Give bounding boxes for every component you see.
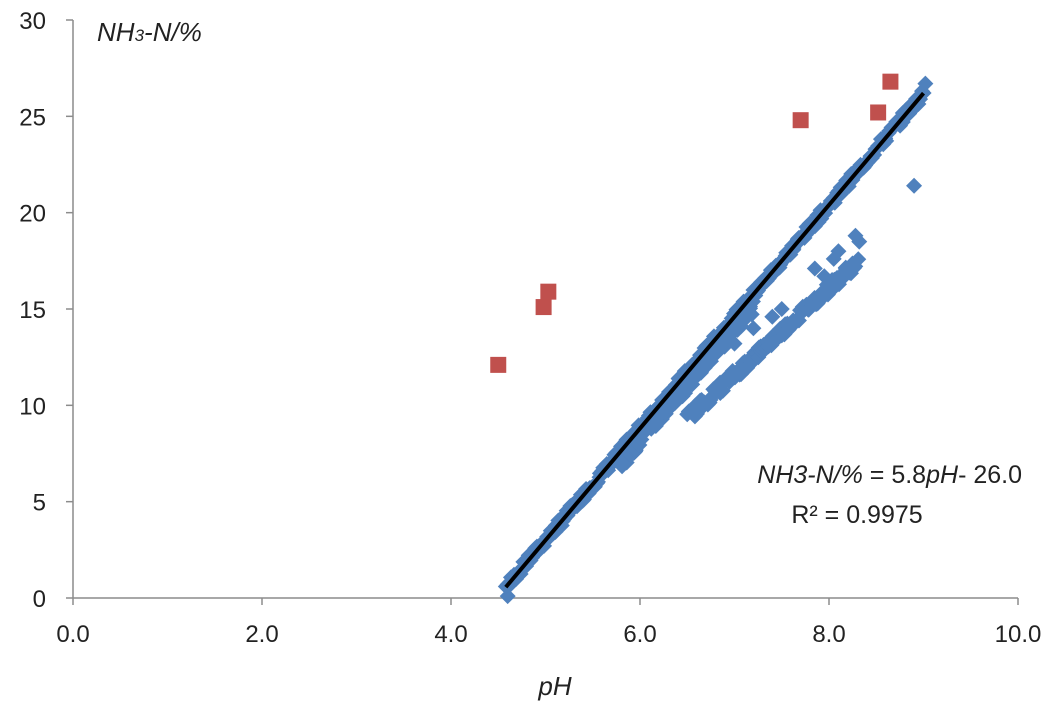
x-tick-label: 6.0 — [623, 621, 656, 648]
tick-labels: 0.0 2.0 4.0 6.0 8.0 10.0 0 5 10 15 20 25 30 — [19, 8, 1041, 648]
y-tick-label: 10 — [19, 393, 46, 420]
data-point-square — [540, 283, 557, 300]
y-tick-label: 25 — [19, 104, 46, 131]
y-tick-label: 5 — [33, 490, 46, 517]
y-axis-title-main: NH — [97, 17, 135, 47]
equation-lhs: NH3-N/% — [757, 461, 863, 489]
x-tick-label: 2.0 — [245, 621, 278, 648]
y-axis-title-tail: -N/% — [144, 17, 202, 47]
y-tick-label: 15 — [19, 297, 46, 324]
equation-const: - 26.0 — [958, 461, 1022, 489]
r-squared-label: R² = 0.9975 — [791, 501, 922, 529]
x-tick-label: 10.0 — [995, 621, 1042, 648]
data-point-square — [792, 112, 809, 129]
data-point-diamond — [764, 308, 781, 325]
data-point-diamond — [830, 243, 847, 260]
axis-ticks — [66, 19, 1019, 605]
x-tick-label: 0.0 — [56, 621, 89, 648]
data-point-diamond — [851, 233, 868, 250]
data-point-diamond — [743, 306, 760, 323]
data-point-diamond — [726, 335, 743, 352]
data-point-square — [882, 73, 899, 90]
x-tick-label: 8.0 — [812, 621, 845, 648]
equation-coef: = 5.8 — [863, 461, 926, 489]
data-point-diamond — [745, 320, 762, 337]
data-point-diamond — [917, 75, 934, 92]
data-point-diamond — [850, 251, 867, 268]
data-point-square — [870, 104, 887, 121]
equation-var: pH — [925, 461, 959, 489]
data-point-square — [490, 356, 507, 373]
x-axis-title: pH — [537, 671, 571, 701]
series-outlier-points — [490, 73, 899, 373]
data-point-diamond — [816, 268, 833, 285]
data-point-diamond — [906, 177, 923, 194]
y-tick-label: 20 — [19, 201, 46, 228]
data-point-diamond — [773, 301, 790, 317]
y-tick-label: 30 — [19, 8, 46, 35]
x-tick-label: 4.0 — [434, 621, 467, 648]
data-point-diamond — [825, 250, 842, 267]
y-tick-label: 0 — [33, 586, 46, 613]
y-axis-title: NH3-N/% — [97, 17, 202, 47]
regression-equation: NH3-N/% = 5.8pH- 26.0 — [757, 461, 1022, 489]
data-point-square — [535, 299, 552, 316]
y-axis-title-subscript: 3 — [135, 26, 145, 45]
trendline — [504, 91, 926, 589]
data-point-diamond — [806, 260, 823, 277]
